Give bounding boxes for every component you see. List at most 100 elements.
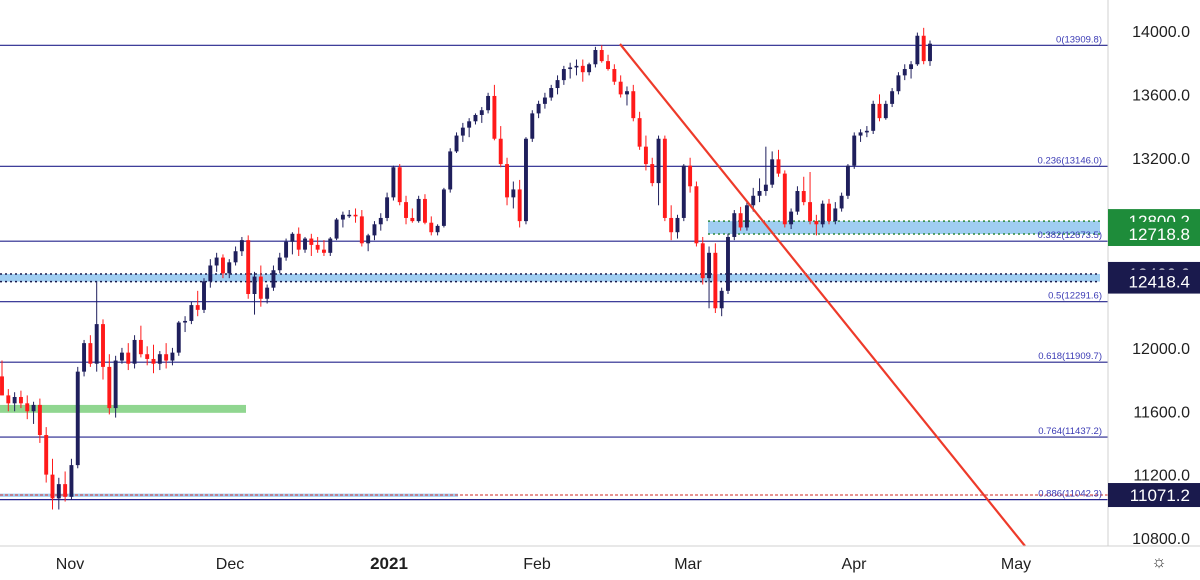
candle-body	[568, 67, 573, 70]
fibonacci-levels: 0(13909.8) 0.236(13146.0) 0.382(12673.5) 0.…	[0, 34, 1108, 501]
candle-body	[189, 305, 194, 321]
candle-body	[353, 214, 358, 217]
candle-body	[322, 249, 326, 253]
candle-body	[852, 135, 857, 166]
candle-body	[195, 305, 200, 310]
candle-body	[378, 217, 383, 225]
candle-body	[252, 276, 257, 295]
candle-body	[890, 91, 895, 104]
candle-body	[580, 65, 585, 73]
candle-body	[599, 50, 604, 62]
candle-body	[694, 186, 699, 244]
candle-body	[751, 195, 756, 206]
candle-body	[145, 354, 150, 359]
candle-body	[612, 69, 617, 82]
candle-body	[334, 219, 339, 239]
candle-body	[492, 95, 497, 139]
x-tick-label: Dec	[216, 556, 244, 573]
candle-body	[555, 80, 560, 89]
candle-body	[441, 189, 446, 226]
candle-body	[416, 198, 421, 222]
x-axis: Nov Dec 2021 Feb Mar Apr May	[56, 554, 1031, 573]
candle-body	[423, 198, 427, 223]
candle-body	[726, 236, 730, 291]
candle-body	[795, 191, 800, 212]
candle-body	[587, 64, 592, 73]
candle-body	[271, 270, 276, 288]
y-tick-label: 10800.0	[1132, 531, 1190, 548]
candle-body	[303, 238, 307, 250]
candle-body	[31, 404, 36, 412]
gear-icon[interactable]: ☼	[1151, 552, 1167, 571]
candle-body	[542, 97, 547, 104]
candle-body	[719, 290, 724, 309]
candle-body	[202, 281, 206, 310]
candle-body	[845, 165, 850, 196]
candle-body	[454, 135, 459, 152]
candle-body	[877, 103, 882, 119]
y-tick-label: 12000.0	[1132, 341, 1190, 358]
candle-body	[157, 354, 162, 364]
price-badge-label: 11071.2	[1130, 486, 1190, 505]
highlight-zones	[0, 220, 1108, 497]
zone-band	[708, 221, 1100, 234]
candle-body	[63, 484, 68, 497]
price-badge	[1108, 221, 1200, 246]
candle-body	[757, 191, 762, 196]
candle-body	[631, 91, 636, 119]
candle-body	[113, 360, 118, 409]
fib-label: 0.236(13146.0)	[1038, 155, 1102, 166]
candle-body	[18, 396, 23, 404]
candle-body	[707, 252, 712, 279]
candle-body	[44, 435, 49, 475]
candle-body	[498, 138, 503, 165]
candle-body	[606, 61, 610, 70]
zone-band	[0, 404, 246, 413]
candle-body	[896, 75, 901, 92]
candle-body	[738, 213, 743, 228]
candle-body	[246, 240, 251, 295]
candle-body	[347, 214, 352, 217]
fib-label: 0.886(11042.3)	[1038, 489, 1102, 500]
candle-body	[536, 103, 541, 114]
candle-body	[524, 138, 528, 222]
candle-body	[839, 195, 844, 209]
candle-body	[871, 103, 876, 131]
price-badge	[1108, 269, 1200, 294]
candle-body	[814, 221, 819, 225]
candle-body	[107, 366, 112, 409]
candle-body	[467, 121, 472, 128]
candle-body	[88, 343, 93, 364]
y-tick-label: 13200.0	[1132, 151, 1190, 168]
candle-body	[315, 244, 320, 250]
price-badge	[1108, 483, 1200, 508]
y-tick-label: 14000.0	[1132, 24, 1190, 41]
candle-body	[12, 396, 17, 404]
candle-body	[50, 474, 55, 499]
candle-body	[858, 132, 863, 136]
candle-body	[618, 81, 623, 95]
candle-body	[744, 205, 749, 228]
candle-body	[126, 352, 131, 364]
candle-body	[656, 138, 661, 184]
candle-body	[391, 167, 396, 198]
candle-body	[909, 64, 914, 70]
candle-body	[700, 243, 705, 279]
candle-body	[675, 217, 680, 233]
price-badge-label: 12718.8	[1129, 225, 1190, 244]
candle-body	[505, 164, 509, 198]
candle-body	[37, 404, 42, 436]
candle-body	[820, 203, 825, 225]
candle-body	[170, 352, 175, 361]
candle-body	[549, 88, 554, 98]
fib-label: 0.764(11437.2)	[1038, 426, 1102, 437]
candle-body	[258, 276, 263, 299]
candlestick-series	[0, 27, 932, 510]
candle-body	[473, 114, 478, 122]
y-tick-label: 13600.0	[1132, 87, 1190, 104]
candle-body	[227, 262, 232, 274]
candle-body	[650, 164, 655, 184]
x-tick-label: Feb	[523, 556, 551, 573]
